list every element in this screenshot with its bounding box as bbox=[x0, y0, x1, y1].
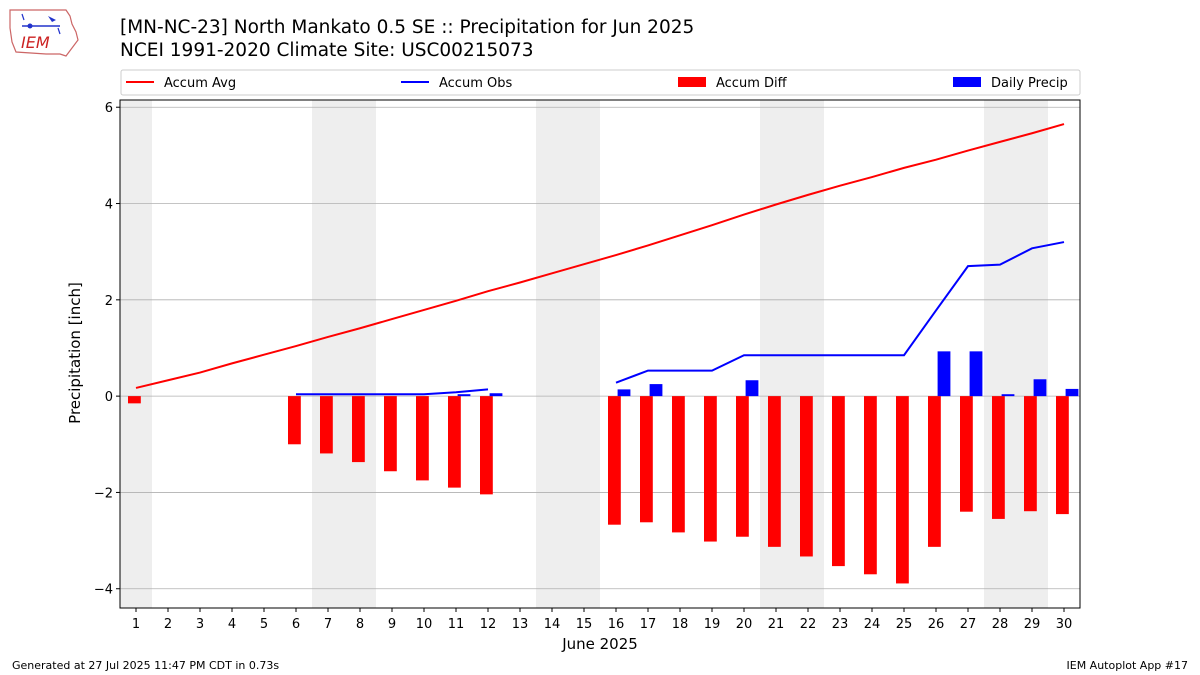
accum-diff-bar bbox=[384, 396, 397, 472]
x-tick-label: 7 bbox=[324, 617, 332, 632]
daily-precip-bar bbox=[457, 394, 471, 397]
legend-box bbox=[120, 69, 1081, 96]
weekend-shade bbox=[984, 100, 1016, 608]
x-tick-label: 20 bbox=[736, 617, 753, 632]
accum-diff-bar bbox=[416, 396, 429, 481]
y-tick-label: 6 bbox=[105, 101, 113, 116]
daily-precip-bar bbox=[937, 351, 951, 397]
logo-text: IEM bbox=[21, 33, 50, 52]
legend-daily-precip-label: Daily Precip bbox=[991, 76, 1068, 91]
x-tick-label: 19 bbox=[704, 617, 721, 632]
accum-diff-bar bbox=[832, 396, 845, 567]
y-tick-label: 4 bbox=[105, 198, 113, 213]
accum-diff-bar bbox=[352, 396, 365, 463]
x-tick-label: 17 bbox=[640, 617, 657, 632]
daily-precip-bar bbox=[1001, 394, 1015, 397]
x-tick-label: 29 bbox=[1024, 617, 1041, 632]
legend-accum-diff-swatch bbox=[678, 77, 706, 87]
x-tick-label: 12 bbox=[480, 617, 497, 632]
accum-diff-bar bbox=[704, 396, 717, 542]
accum-diff-bar bbox=[448, 396, 461, 488]
x-tick-label: 8 bbox=[356, 617, 364, 632]
legend-accum-diff-label: Accum Diff bbox=[716, 76, 788, 91]
x-tick-label: 26 bbox=[928, 617, 945, 632]
y-axis-label: Precipitation [inch] bbox=[66, 282, 84, 424]
chart-title: [MN-NC-23] North Mankato 0.5 SE :: Preci… bbox=[120, 17, 695, 38]
legend-accum-avg-label: Accum Avg bbox=[164, 76, 236, 91]
accum-diff-bar bbox=[1056, 396, 1069, 515]
accum-diff-bar bbox=[960, 396, 973, 512]
weekend-shade bbox=[120, 100, 152, 608]
accum-diff-bar bbox=[128, 396, 141, 404]
accum-diff-bar bbox=[864, 396, 877, 575]
accum-obs-line bbox=[296, 388, 489, 396]
daily-precip-bar bbox=[617, 389, 631, 397]
x-tick-label: 24 bbox=[864, 617, 881, 632]
daily-precip-bar bbox=[969, 351, 983, 397]
x-tick-label: 6 bbox=[292, 617, 300, 632]
accum-diff-bar bbox=[288, 396, 301, 445]
accum-diff-bar bbox=[480, 396, 493, 495]
x-tick-label: 1 bbox=[132, 617, 140, 632]
x-tick-label: 16 bbox=[608, 617, 625, 632]
daily-precip-bar bbox=[649, 384, 663, 397]
daily-precip-bar bbox=[1033, 379, 1047, 397]
accum-avg-line bbox=[135, 123, 1065, 389]
y-tick-label: −4 bbox=[94, 583, 113, 598]
x-tick-label: 4 bbox=[228, 617, 236, 632]
legend-accum-obs-label: Accum Obs bbox=[439, 76, 512, 91]
x-tick-label: 13 bbox=[512, 617, 529, 632]
accum-diff-bar bbox=[928, 396, 941, 547]
accum-diff-bar bbox=[768, 396, 781, 547]
daily-precip-bar bbox=[745, 380, 759, 397]
weekend-shade bbox=[536, 100, 568, 608]
weekend-shade bbox=[344, 100, 376, 608]
accum-diff-bar bbox=[1024, 396, 1037, 512]
y-tick-label: −2 bbox=[94, 486, 113, 501]
accum-diff-bar bbox=[896, 396, 909, 584]
legend-daily-precip-swatch bbox=[953, 77, 981, 87]
weekend-shade bbox=[568, 100, 600, 608]
x-tick-label: 9 bbox=[388, 617, 396, 632]
accum-diff-bar bbox=[736, 396, 749, 537]
daily-precip-bar bbox=[489, 393, 503, 397]
accum-diff-bar bbox=[672, 396, 685, 533]
accum-diff-bar bbox=[800, 396, 813, 557]
x-tick-label: 14 bbox=[544, 617, 561, 632]
chart-subtitle: NCEI 1991-2020 Climate Site: USC00215073 bbox=[120, 40, 534, 61]
iem-logo: IEM bbox=[9, 9, 79, 57]
daily-precip-bar bbox=[1065, 388, 1079, 397]
x-tick-label: 10 bbox=[416, 617, 433, 632]
weekend-shade bbox=[1016, 100, 1048, 608]
accum-diff-bar bbox=[608, 396, 621, 525]
x-tick-label: 11 bbox=[448, 617, 465, 632]
x-tick-label: 18 bbox=[672, 617, 689, 632]
y-tick-label: 2 bbox=[105, 294, 113, 309]
plot-frame bbox=[119, 99, 1081, 609]
x-tick-label: 30 bbox=[1056, 617, 1073, 632]
x-tick-label: 15 bbox=[576, 617, 593, 632]
accum-obs-line bbox=[615, 241, 1065, 384]
accum-diff-bar bbox=[640, 396, 653, 523]
x-tick-label: 25 bbox=[896, 617, 913, 632]
x-tick-label: 5 bbox=[260, 617, 268, 632]
weekend-shade bbox=[312, 100, 344, 608]
x-tick-label: 22 bbox=[800, 617, 817, 632]
accum-diff-bar bbox=[320, 396, 333, 454]
x-tick-label: 28 bbox=[992, 617, 1009, 632]
accum-diff-bar bbox=[992, 396, 1005, 519]
x-tick-label: 27 bbox=[960, 617, 977, 632]
y-tick-label: 0 bbox=[105, 390, 113, 405]
x-axis-label: June 2025 bbox=[561, 635, 638, 653]
x-tick-label: 2 bbox=[164, 617, 172, 632]
x-tick-label: 3 bbox=[196, 617, 204, 632]
x-tick-label: 23 bbox=[832, 617, 849, 632]
generated-timestamp: Generated at 27 Jul 2025 11:47 PM CDT in… bbox=[12, 659, 280, 672]
x-tick-label: 21 bbox=[768, 617, 785, 632]
autoplot-app-id: IEM Autoplot App #17 bbox=[1066, 659, 1189, 672]
